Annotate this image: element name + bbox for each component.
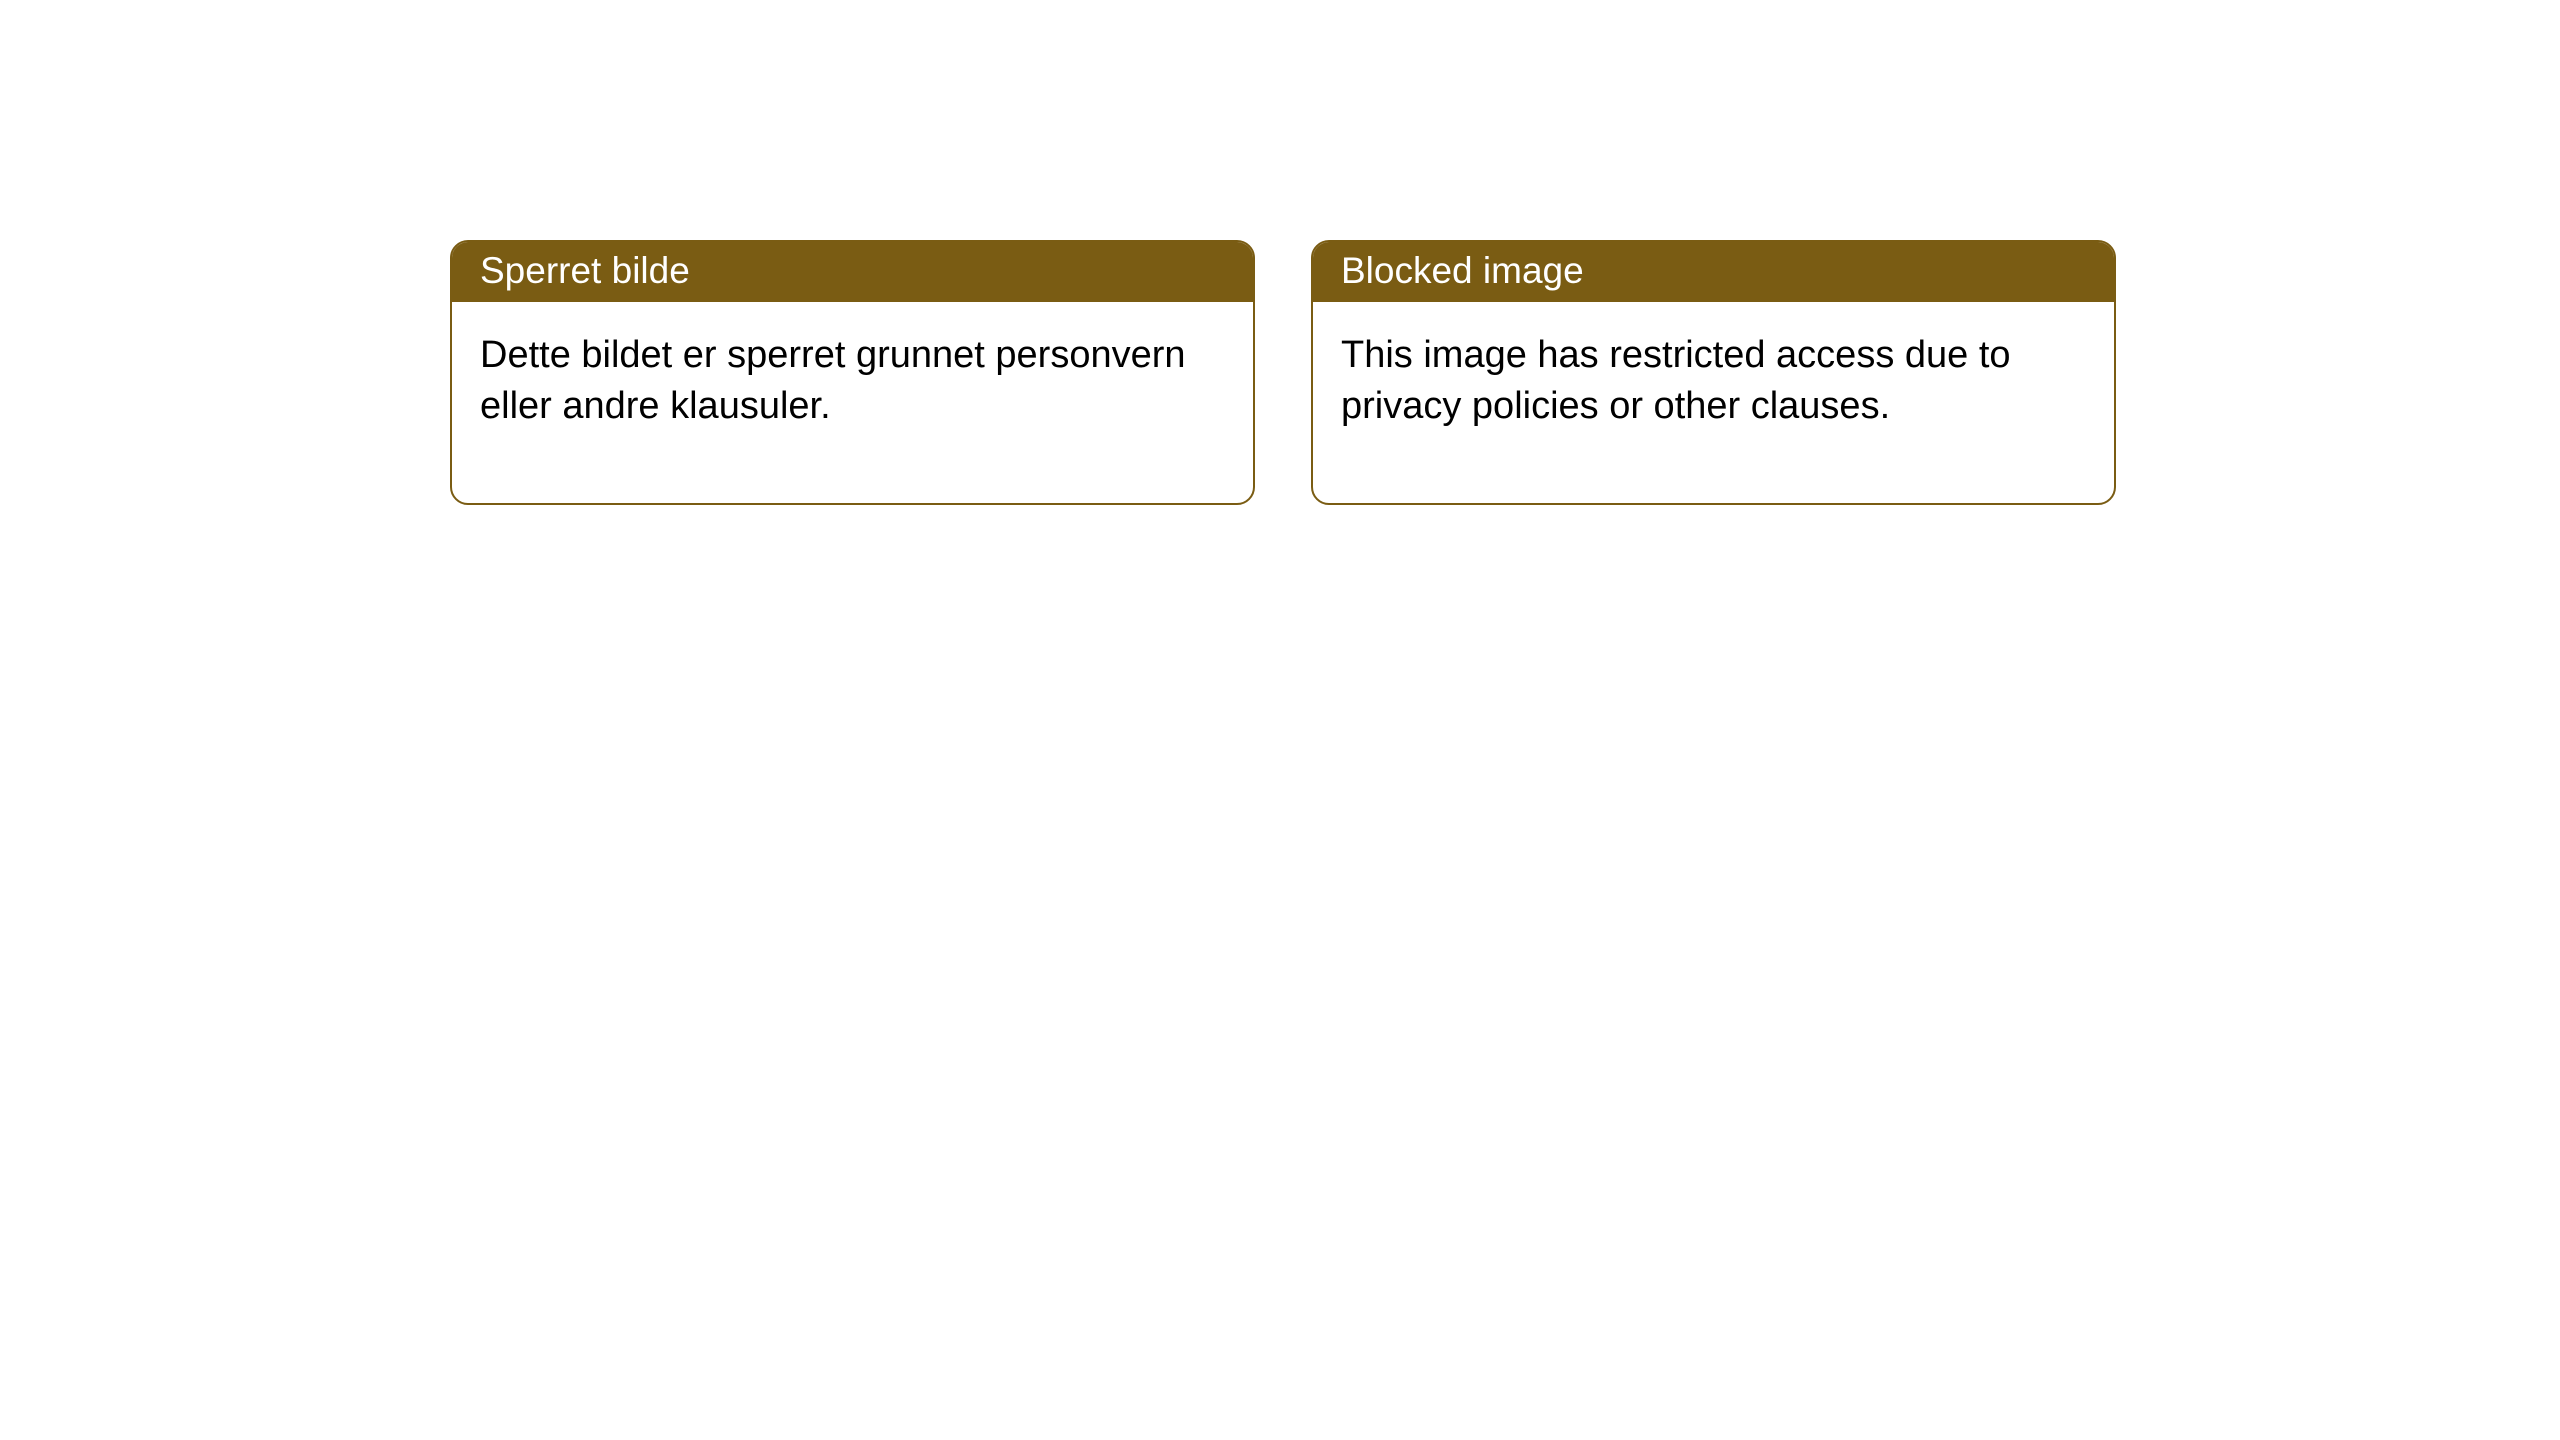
notice-card-title: Sperret bilde bbox=[452, 242, 1253, 302]
notice-card-norwegian: Sperret bilde Dette bildet er sperret gr… bbox=[450, 240, 1255, 505]
notice-card-body: This image has restricted access due to … bbox=[1313, 302, 2114, 503]
notice-card-english: Blocked image This image has restricted … bbox=[1311, 240, 2116, 505]
notice-card-body: Dette bildet er sperret grunnet personve… bbox=[452, 302, 1253, 503]
notice-container: Sperret bilde Dette bildet er sperret gr… bbox=[0, 0, 2560, 505]
notice-card-title: Blocked image bbox=[1313, 242, 2114, 302]
